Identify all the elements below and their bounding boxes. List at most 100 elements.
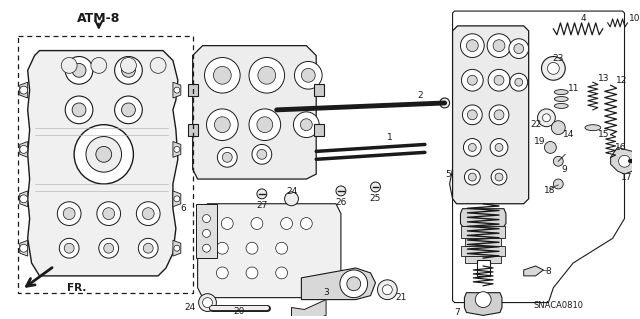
Circle shape — [221, 218, 233, 229]
Circle shape — [280, 218, 292, 229]
Text: 9: 9 — [561, 165, 567, 174]
Circle shape — [174, 245, 180, 251]
Circle shape — [72, 103, 86, 117]
Circle shape — [246, 267, 258, 279]
Text: 8: 8 — [545, 267, 551, 277]
Circle shape — [294, 112, 319, 137]
Circle shape — [203, 244, 211, 252]
Circle shape — [340, 270, 367, 298]
Circle shape — [96, 146, 111, 162]
Circle shape — [74, 125, 133, 184]
Circle shape — [515, 78, 523, 86]
Ellipse shape — [554, 97, 568, 101]
Circle shape — [541, 56, 565, 80]
Text: 25: 25 — [370, 194, 381, 203]
Circle shape — [461, 69, 483, 91]
Circle shape — [203, 229, 211, 237]
Circle shape — [476, 292, 491, 308]
Circle shape — [371, 182, 380, 192]
Circle shape — [538, 109, 556, 127]
Circle shape — [294, 62, 322, 89]
Text: 27: 27 — [256, 201, 268, 210]
Circle shape — [488, 69, 510, 91]
Polygon shape — [524, 266, 543, 276]
Circle shape — [487, 34, 511, 57]
Polygon shape — [301, 268, 376, 300]
Ellipse shape — [554, 90, 568, 94]
Circle shape — [514, 44, 524, 54]
Circle shape — [383, 285, 392, 295]
Circle shape — [142, 208, 154, 219]
Circle shape — [122, 63, 136, 77]
Polygon shape — [465, 293, 502, 315]
Circle shape — [301, 68, 316, 82]
Circle shape — [218, 147, 237, 167]
Text: 16: 16 — [614, 143, 626, 152]
Polygon shape — [461, 246, 505, 256]
Polygon shape — [20, 82, 28, 98]
Text: 1: 1 — [387, 133, 393, 142]
Circle shape — [460, 34, 484, 57]
Circle shape — [347, 277, 361, 291]
Text: 20: 20 — [234, 308, 245, 316]
Polygon shape — [20, 240, 28, 256]
Ellipse shape — [554, 103, 568, 108]
Circle shape — [276, 267, 287, 279]
Circle shape — [103, 208, 115, 219]
Polygon shape — [173, 191, 181, 207]
Ellipse shape — [585, 125, 601, 130]
Circle shape — [115, 56, 142, 84]
Text: 17: 17 — [621, 173, 632, 182]
Circle shape — [60, 238, 79, 258]
Circle shape — [552, 121, 565, 135]
Circle shape — [72, 63, 86, 77]
Circle shape — [174, 196, 180, 202]
Circle shape — [490, 138, 508, 156]
Circle shape — [468, 144, 476, 152]
Polygon shape — [452, 26, 529, 204]
Circle shape — [467, 110, 477, 120]
Circle shape — [65, 56, 93, 84]
Text: FR.: FR. — [67, 283, 86, 293]
Text: 14: 14 — [563, 130, 575, 139]
Polygon shape — [465, 256, 501, 263]
Text: 24: 24 — [184, 303, 196, 312]
Circle shape — [216, 267, 228, 279]
Circle shape — [509, 39, 529, 58]
Circle shape — [207, 109, 238, 140]
Circle shape — [543, 114, 550, 122]
Circle shape — [213, 66, 231, 84]
Circle shape — [495, 173, 503, 181]
Circle shape — [440, 98, 450, 108]
Text: 3: 3 — [323, 288, 329, 297]
Polygon shape — [314, 124, 324, 136]
Polygon shape — [465, 238, 501, 246]
Polygon shape — [477, 260, 490, 276]
Circle shape — [222, 152, 232, 162]
Circle shape — [214, 117, 230, 133]
Circle shape — [494, 110, 504, 120]
Circle shape — [249, 57, 285, 93]
Circle shape — [547, 63, 559, 74]
Circle shape — [150, 57, 166, 73]
Circle shape — [463, 105, 482, 125]
Circle shape — [468, 173, 476, 181]
Text: 5: 5 — [445, 170, 451, 179]
Circle shape — [136, 202, 160, 226]
Polygon shape — [198, 204, 341, 298]
Text: 2: 2 — [417, 91, 423, 100]
Polygon shape — [28, 51, 178, 276]
Circle shape — [115, 96, 142, 124]
Circle shape — [20, 86, 28, 94]
Circle shape — [203, 215, 211, 223]
Circle shape — [91, 57, 107, 73]
Circle shape — [489, 105, 509, 125]
Circle shape — [86, 137, 122, 172]
Circle shape — [465, 169, 480, 185]
Text: 13: 13 — [598, 74, 609, 83]
Circle shape — [205, 57, 240, 93]
Circle shape — [300, 119, 312, 130]
Circle shape — [463, 138, 481, 156]
Circle shape — [378, 280, 397, 300]
Circle shape — [203, 298, 212, 308]
